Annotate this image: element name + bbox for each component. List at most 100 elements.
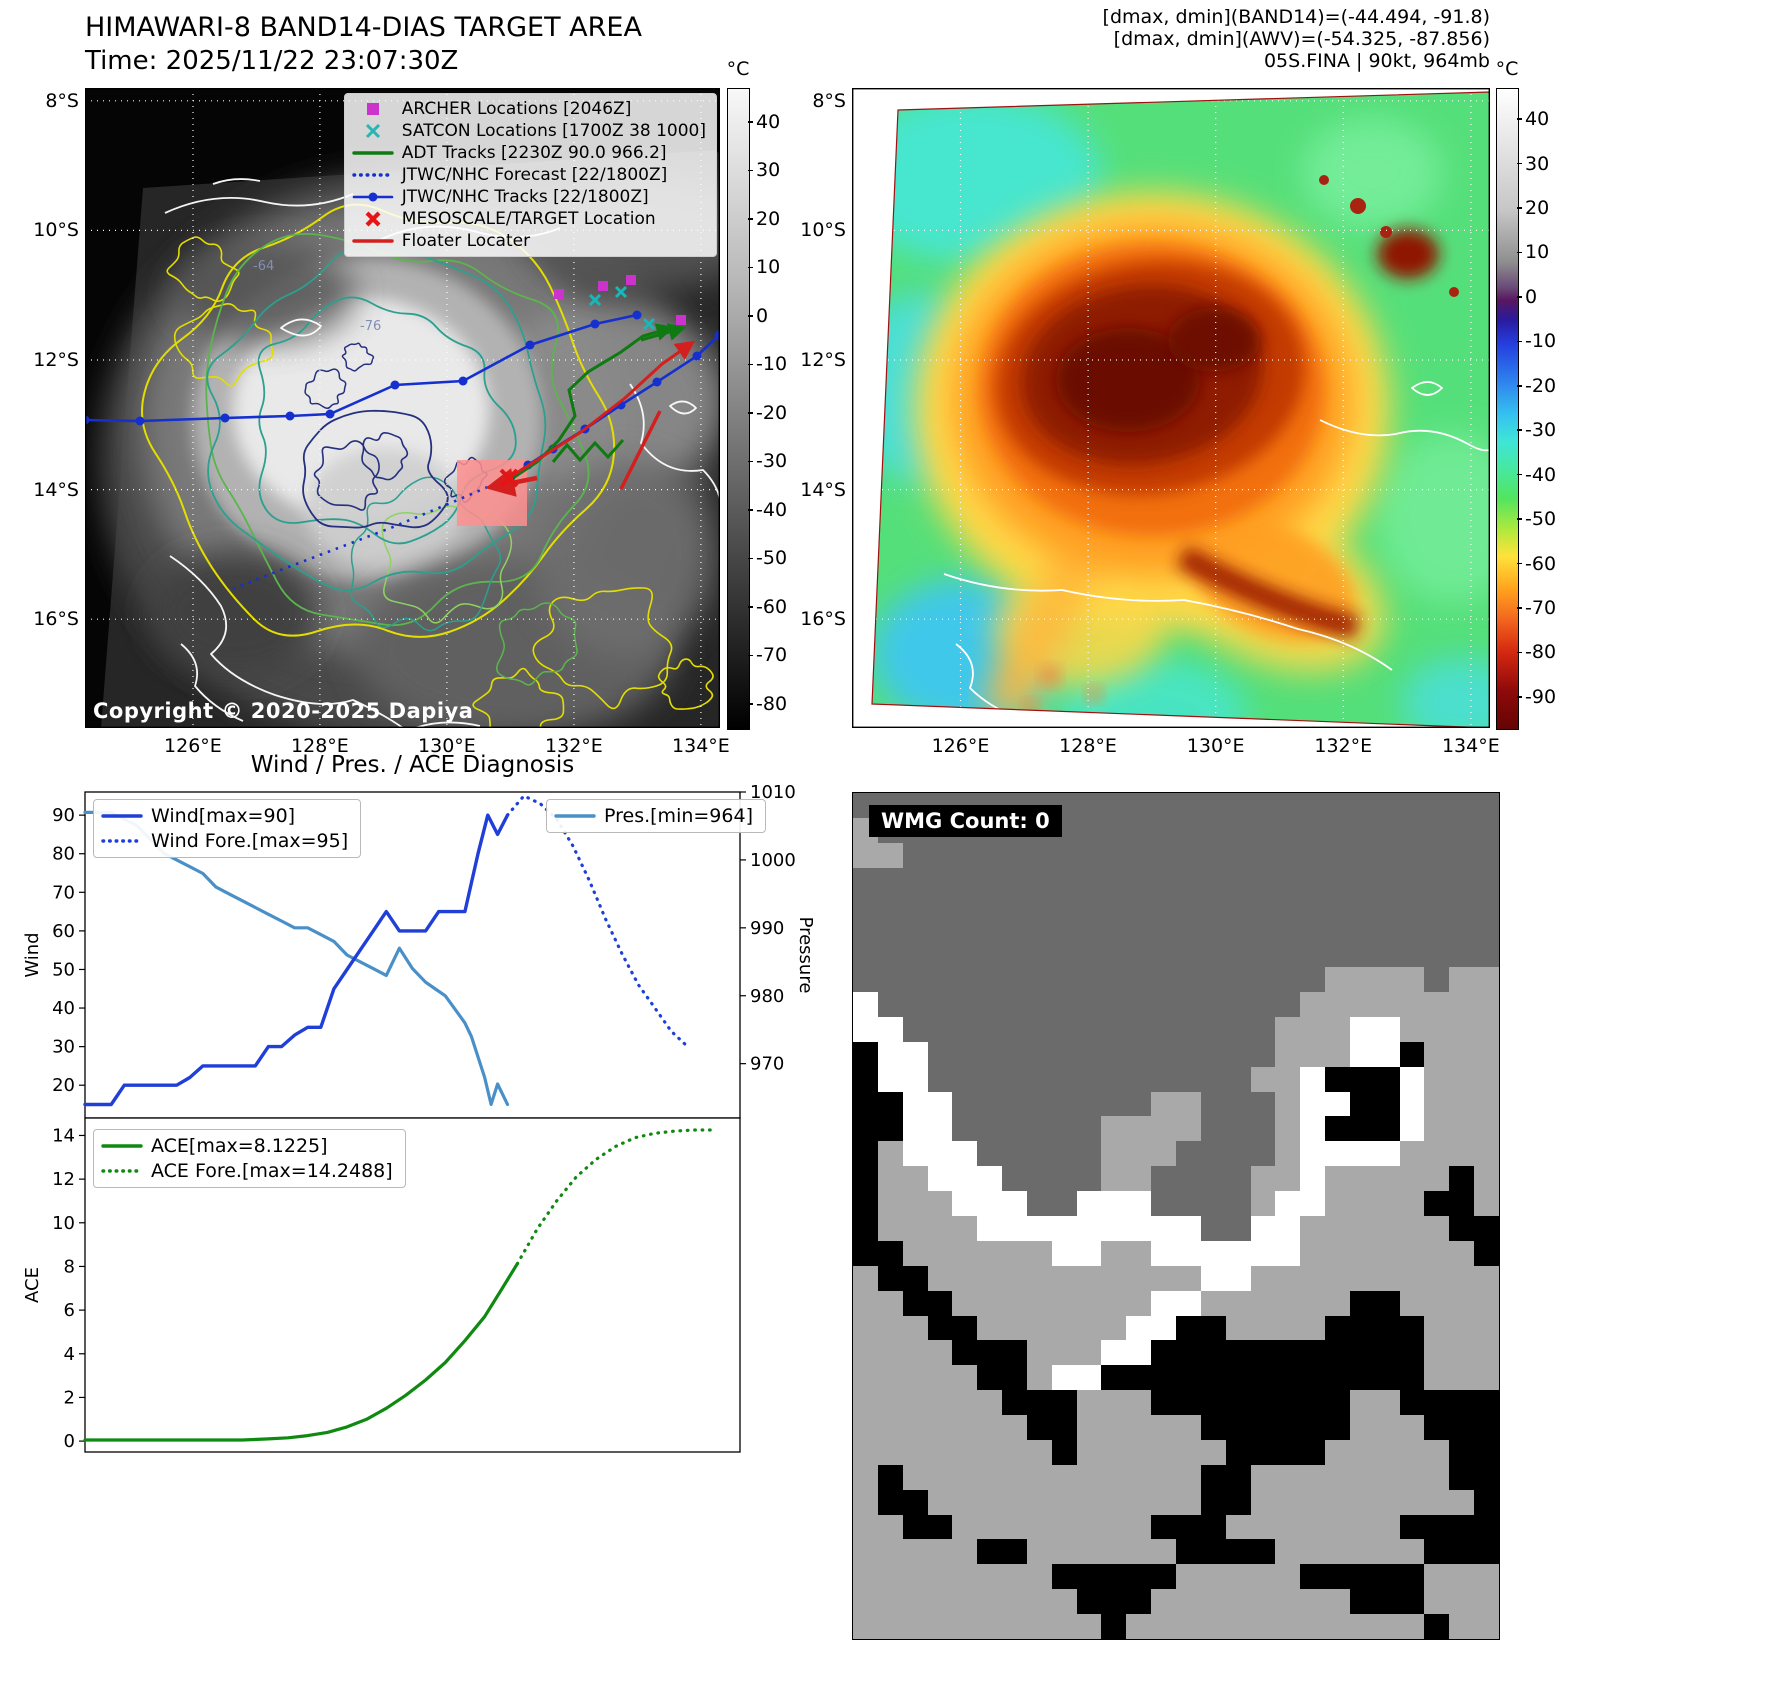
map-frame bbox=[85, 88, 720, 728]
colorbar-tick-label: 10 bbox=[1525, 241, 1550, 264]
wmg-cell bbox=[1175, 1191, 1201, 1216]
wmg-cell bbox=[1424, 992, 1450, 1017]
wmg-cell bbox=[853, 1191, 878, 1216]
wmg-cell bbox=[853, 1415, 878, 1440]
wmg-cell bbox=[1474, 1166, 1499, 1192]
y-tick-label: 60 bbox=[52, 921, 75, 942]
wmg-cell bbox=[1449, 1390, 1475, 1416]
wmg-cell bbox=[1474, 1514, 1499, 1540]
colorbar-tick-label: -40 bbox=[1525, 463, 1557, 486]
wmg-count-label: WMG Count: 0 bbox=[869, 805, 1062, 837]
wmg-cell bbox=[927, 1166, 953, 1192]
wmg-cell bbox=[1151, 842, 1176, 868]
wmg-cell bbox=[1076, 1415, 1102, 1440]
wmg-cell bbox=[1250, 892, 1276, 918]
wmg-cell bbox=[1449, 1290, 1475, 1316]
wmg-cell bbox=[1151, 1365, 1176, 1391]
wmg-cell bbox=[1374, 892, 1400, 918]
lon-tick-label: 134°E bbox=[1441, 735, 1500, 757]
y-tick-label: 70 bbox=[52, 882, 75, 903]
wmg-cell bbox=[1300, 1091, 1326, 1117]
wmg-cell bbox=[1126, 1265, 1152, 1291]
wmg-cell bbox=[1051, 1464, 1077, 1490]
wmg-cell bbox=[1175, 817, 1201, 843]
wmg-cell bbox=[1026, 967, 1052, 993]
wmg-cell bbox=[977, 1091, 1003, 1117]
wmg-cell bbox=[1101, 1166, 1127, 1192]
wmg-cell bbox=[1225, 1489, 1251, 1515]
wmg-cell bbox=[853, 1215, 878, 1241]
wmg-cell bbox=[1250, 1116, 1276, 1142]
wmg-cell bbox=[877, 1265, 903, 1291]
wmg-cell bbox=[1349, 1564, 1375, 1590]
wmg-cell bbox=[1151, 1315, 1176, 1341]
wmg-cell bbox=[1175, 917, 1201, 943]
wmg-cell bbox=[1126, 1390, 1152, 1416]
wmg-cell bbox=[1002, 1016, 1027, 1042]
wmg-cell bbox=[1026, 1390, 1052, 1416]
wmg-cell bbox=[1225, 1539, 1251, 1565]
wmg-cell bbox=[853, 1439, 878, 1465]
wmg-cell bbox=[1126, 1514, 1152, 1540]
wmg-cell bbox=[1449, 892, 1475, 918]
wmg-cell bbox=[977, 1614, 1003, 1639]
colorbar-tick-label: -40 bbox=[756, 498, 788, 521]
wmg-cell bbox=[877, 1091, 903, 1117]
wmg-cell bbox=[1026, 1191, 1052, 1216]
wmg-cell bbox=[877, 1514, 903, 1540]
wmg-cell bbox=[1424, 1066, 1450, 1092]
colorbar-tick-label: -80 bbox=[756, 692, 788, 715]
wmg-cell bbox=[1424, 1439, 1450, 1465]
wmg-cell bbox=[1126, 1041, 1152, 1067]
legend-entry: Floater Locater bbox=[351, 231, 706, 251]
wmg-cell bbox=[1002, 1390, 1027, 1416]
colorbar-tick-label: -70 bbox=[1525, 597, 1557, 619]
wmg-cell bbox=[1374, 1290, 1400, 1316]
wmg-cell bbox=[1175, 1215, 1201, 1241]
wmg-cell bbox=[1449, 793, 1475, 818]
wmg-cell bbox=[1325, 992, 1350, 1017]
wmg-cell bbox=[1349, 1614, 1375, 1639]
wmg-cell bbox=[1151, 1340, 1176, 1366]
wmg-cell bbox=[1449, 1016, 1475, 1042]
wmg-cell bbox=[1101, 1290, 1127, 1316]
wmg-cell bbox=[1051, 1066, 1077, 1092]
mesoscale-x-marker bbox=[499, 468, 519, 488]
wmg-cell bbox=[1399, 1415, 1425, 1440]
wmg-cell bbox=[1424, 917, 1450, 943]
wmg-cell bbox=[1051, 967, 1077, 993]
wmg-cell bbox=[952, 1016, 978, 1042]
wmg-cell bbox=[1151, 1066, 1176, 1092]
wmg-cell bbox=[1250, 1390, 1276, 1416]
y-axis-label: Wind bbox=[22, 932, 43, 977]
wmg-cell bbox=[1076, 1041, 1102, 1067]
wmg-cell bbox=[902, 967, 928, 993]
wmg-cell bbox=[927, 967, 953, 993]
wmg-cell bbox=[1399, 1141, 1425, 1167]
wmg-cell bbox=[1126, 817, 1152, 843]
wmg-cell bbox=[1026, 992, 1052, 1017]
wmg-cell bbox=[1076, 1315, 1102, 1341]
dotted-swatch bbox=[101, 839, 143, 843]
ir-contour bbox=[173, 303, 274, 387]
wmg-cell bbox=[1275, 1041, 1301, 1067]
wmg-cell bbox=[1399, 942, 1425, 968]
wmg-cell bbox=[1399, 1340, 1425, 1366]
wmg-cell bbox=[1076, 917, 1102, 943]
wmg-cell bbox=[1225, 1091, 1251, 1117]
y2-tick-label: 1010 bbox=[750, 782, 796, 803]
wmg-cell bbox=[1449, 1340, 1475, 1366]
wmg-cell bbox=[1300, 1539, 1326, 1565]
wmg-cell bbox=[952, 1116, 978, 1142]
wmg-cell bbox=[977, 1041, 1003, 1067]
wmg-cell bbox=[1250, 1066, 1276, 1092]
wmg-cell bbox=[1474, 1365, 1499, 1391]
wmg-cell bbox=[853, 1141, 878, 1167]
contour-value-labels: -64 -76 bbox=[253, 259, 381, 334]
wmg-cell bbox=[1474, 1265, 1499, 1291]
wmg-cell bbox=[1325, 1141, 1350, 1167]
wmg-cell bbox=[1126, 1240, 1152, 1266]
wmg-cell bbox=[853, 1390, 878, 1416]
wmg-cell bbox=[977, 892, 1003, 918]
wmg-cell bbox=[952, 1265, 978, 1291]
